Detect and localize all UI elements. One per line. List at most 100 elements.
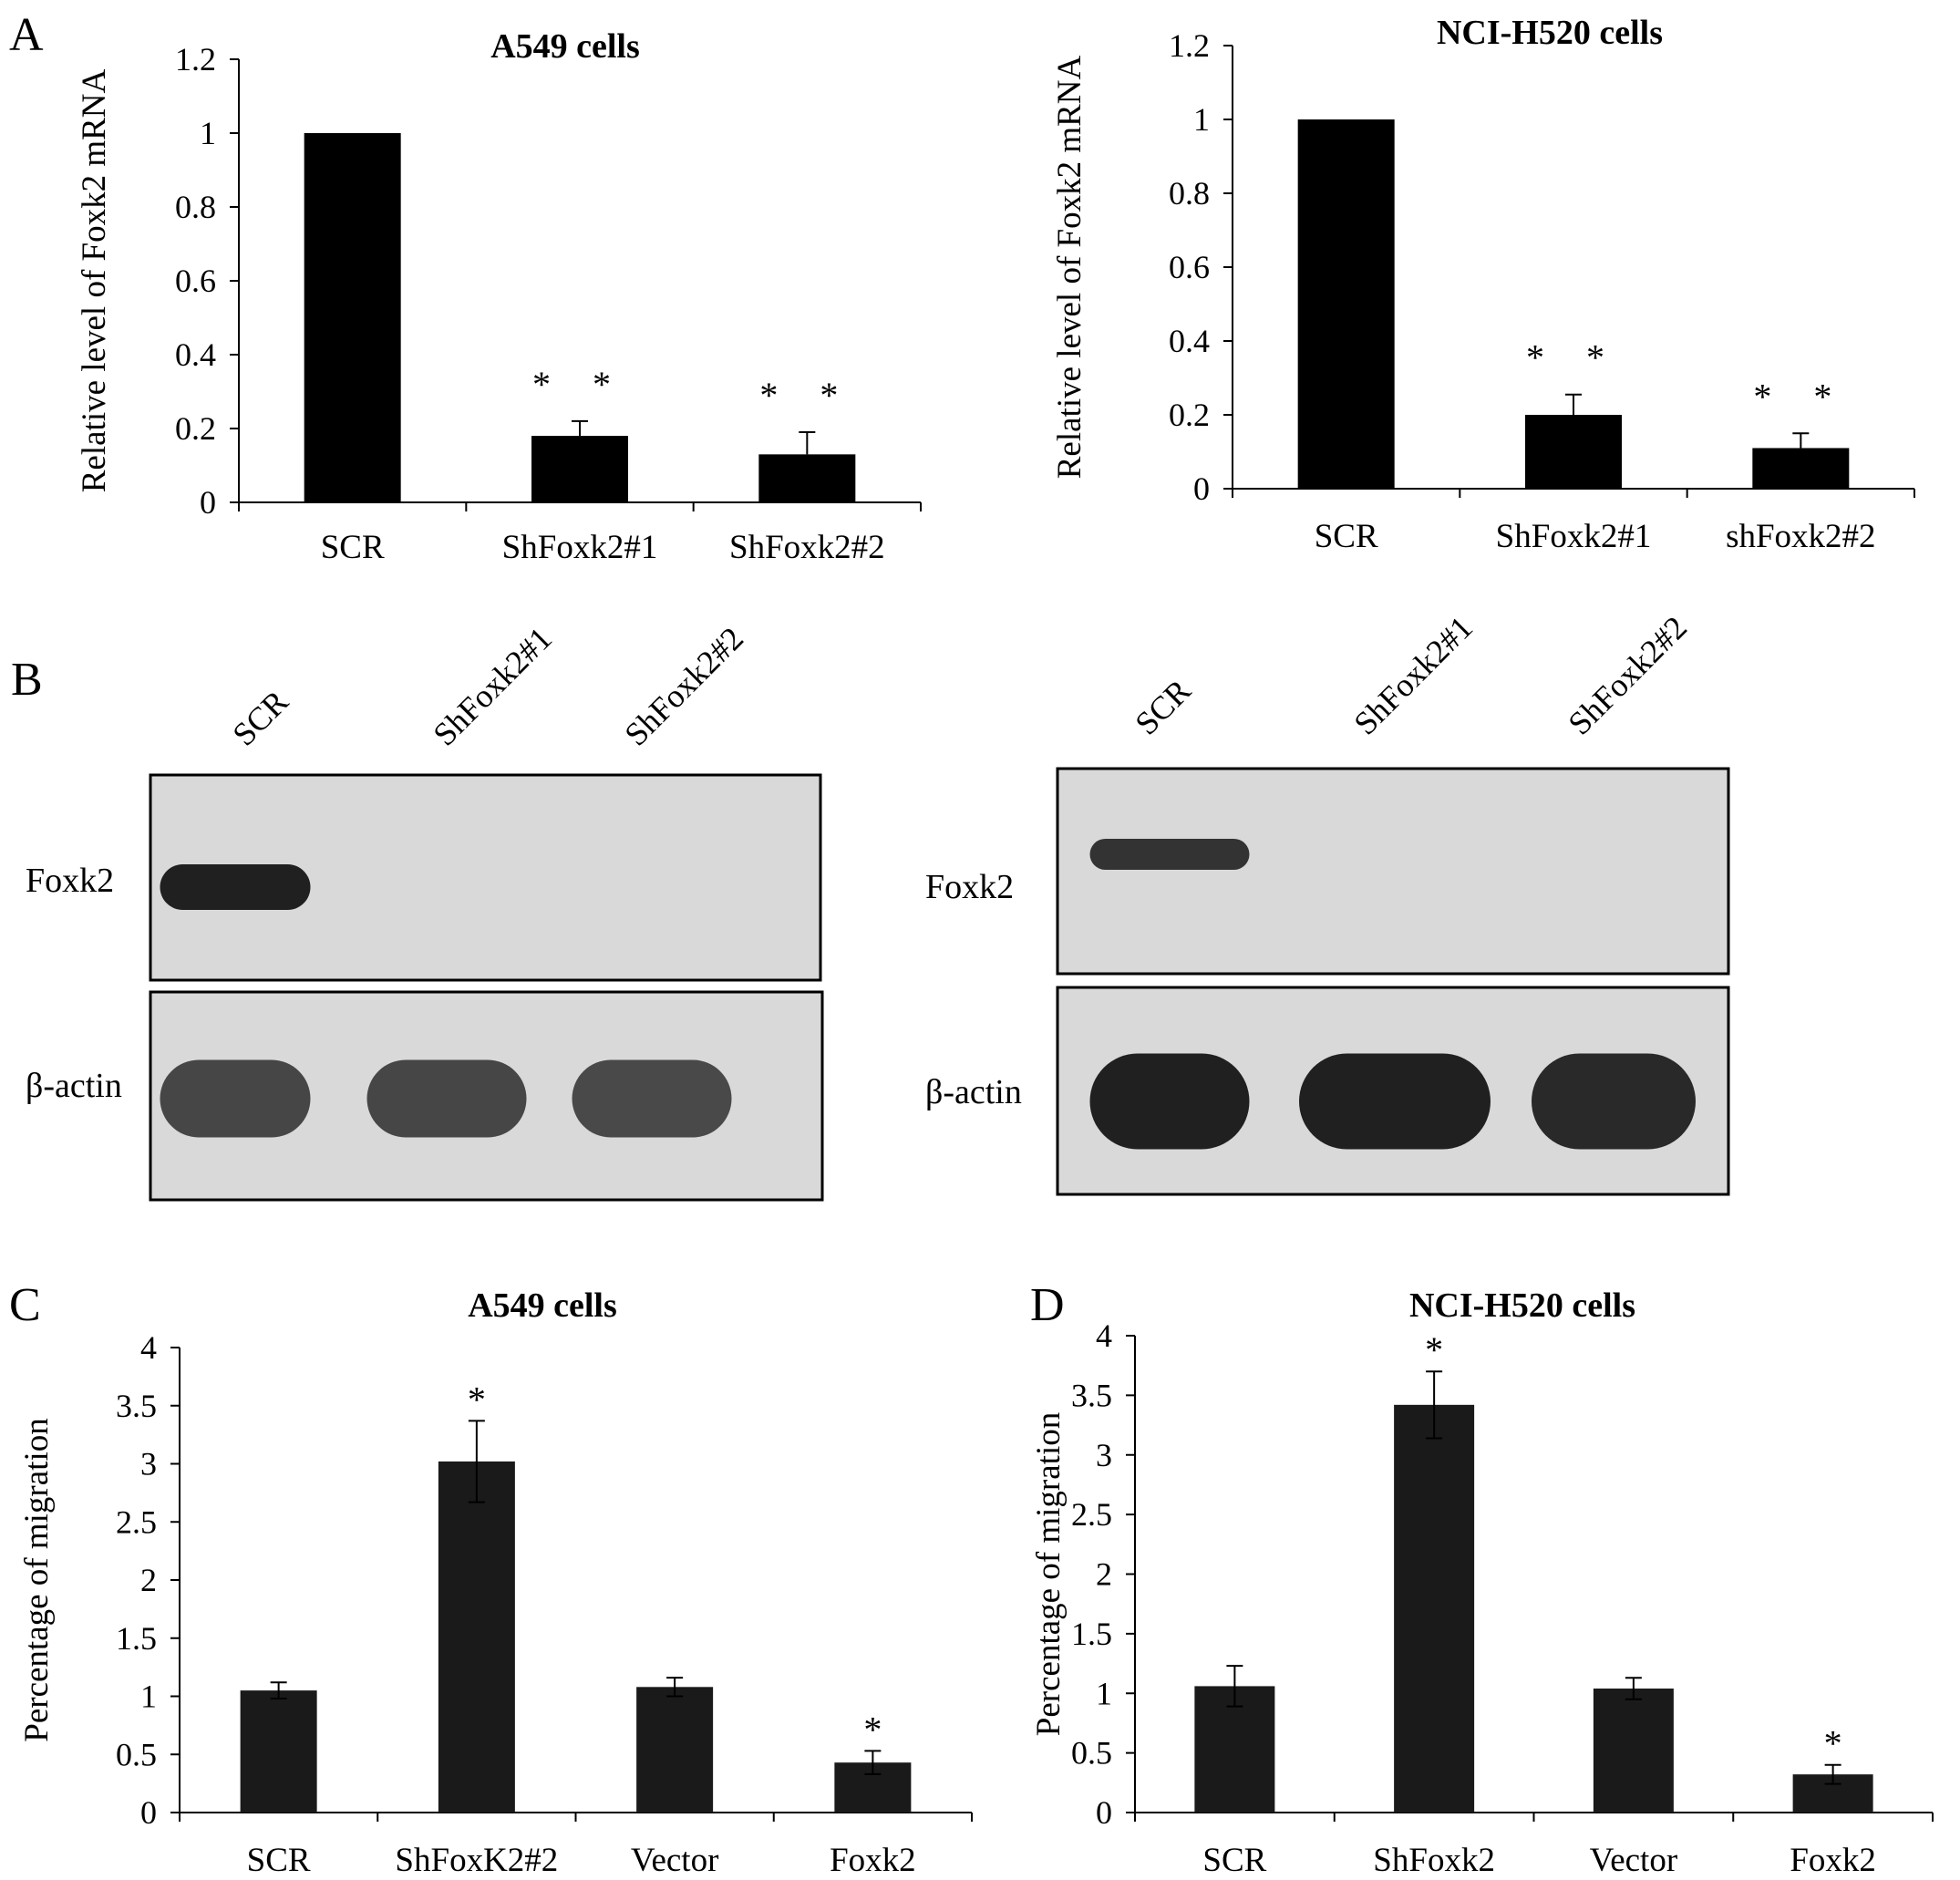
blot-row-label: β-actin <box>26 1067 122 1105</box>
y-tick-label: 3.5 <box>1071 1377 1112 1413</box>
y-tick-label: 1.2 <box>175 41 216 77</box>
lane-label: ShFoxk2#2 <box>617 620 750 753</box>
y-tick-label: 0.5 <box>1071 1735 1112 1772</box>
chart-a549-foxk2-mrna: A549 cells Relative level of Foxk2 mRNA 0 0… <box>76 27 922 566</box>
x-category-label: ShFoxk2#2 <box>729 529 885 566</box>
y-tick-label: 2.5 <box>1071 1496 1112 1533</box>
bar <box>438 1461 515 1813</box>
y-tick-label: 0.6 <box>175 263 216 299</box>
y-tick-label: 3 <box>1096 1437 1112 1473</box>
y-axis-label: Relative level of Foxk2 mRNA <box>1051 55 1088 479</box>
y-axis-label: Percentage of migration <box>1030 1412 1068 1736</box>
western-blot-a549: SCR ShFoxk2#1 ShFoxk2#2 Foxk2 β-actin <box>26 620 824 1202</box>
blot-band <box>1089 839 1250 870</box>
y-tick-label: 1.2 <box>1169 27 1210 64</box>
y-tick-label: 2.5 <box>116 1503 157 1540</box>
x-category-label: SCR <box>247 1842 311 1879</box>
y-tick-label: 4 <box>140 1329 157 1366</box>
significance-marker: * <box>1824 1723 1842 1764</box>
bar <box>1394 1404 1475 1813</box>
y-tick-label: 3 <box>140 1446 157 1482</box>
x-category-label: Foxk2 <box>1790 1842 1876 1879</box>
chart-title: A549 cells <box>468 1286 617 1325</box>
blot-row-label: Foxk2 <box>26 862 114 900</box>
y-tick-label: 2 <box>1096 1556 1112 1593</box>
panel-letter-c: C <box>9 1279 41 1331</box>
bar <box>1525 415 1622 489</box>
bar <box>636 1687 714 1813</box>
x-category-label: ShFoxk2#1 <box>502 529 658 566</box>
y-tick-label: 0 <box>140 1794 157 1831</box>
blot-band <box>1299 1053 1491 1150</box>
significance-marker: * <box>1425 1329 1443 1370</box>
x-category-label: Vector <box>1590 1842 1678 1879</box>
x-category-label: SCR <box>1202 1842 1266 1879</box>
lane-label: ShFoxk2#2 <box>1561 609 1694 742</box>
y-tick-label: 0 <box>1096 1794 1112 1831</box>
y-tick-label: 1 <box>140 1679 157 1715</box>
chart-title: NCI-H520 cells <box>1409 1286 1635 1325</box>
chart-h520-foxk2-mrna: NCI-H520 cells Relative level of Foxk2 mR… <box>1051 14 1915 555</box>
x-category-label: ShFoxK2#2 <box>395 1842 558 1879</box>
bar <box>1752 448 1850 489</box>
significance-marker: * * <box>1526 337 1621 378</box>
y-tick-label: 1 <box>1193 101 1210 138</box>
western-blot-h520: SCR ShFoxk2#1 ShFoxk2#2 Foxk2 β-actin <box>925 609 1730 1196</box>
bar <box>1593 1689 1674 1813</box>
y-tick-label: 0.2 <box>1169 397 1210 433</box>
y-tick-label: 0.5 <box>116 1736 157 1772</box>
y-tick-label: 0.8 <box>1169 175 1210 212</box>
panel-letter-d: D <box>1030 1279 1065 1331</box>
y-tick-label: 1.5 <box>116 1620 157 1657</box>
y-tick-label: 0 <box>200 484 216 521</box>
y-axis-label: Relative level of Foxk2 mRNA <box>76 68 113 492</box>
x-category-label: SCR <box>321 529 385 566</box>
x-category-label: shFoxk2#2 <box>1726 518 1875 555</box>
y-tick-label: 1 <box>1096 1675 1112 1711</box>
lane-label: ShFoxk2#1 <box>426 620 559 753</box>
panel-letter-a: A <box>9 9 44 61</box>
bar <box>1297 119 1395 489</box>
panel-letter-b: B <box>11 654 43 706</box>
blot-band <box>572 1059 732 1138</box>
chart-title: A549 cells <box>490 27 640 66</box>
blot-band <box>160 864 311 910</box>
chart-title: NCI-H520 cells <box>1437 14 1663 52</box>
significance-marker: * * <box>532 364 627 405</box>
bar <box>240 1690 317 1813</box>
lane-label: SCR <box>1128 672 1197 741</box>
y-tick-label: 0 <box>1193 470 1210 507</box>
x-category-label: ShFoxk2 <box>1373 1842 1495 1879</box>
blot-band <box>160 1059 311 1138</box>
blot-band <box>366 1059 527 1138</box>
y-tick-label: 0.2 <box>175 410 216 447</box>
significance-marker: * * <box>1753 376 1848 417</box>
blot-band <box>1089 1053 1250 1150</box>
bar <box>758 454 856 502</box>
y-tick-label: 0.4 <box>175 336 216 373</box>
y-tick-label: 1.5 <box>1071 1616 1112 1652</box>
y-axis-label: Percentage of migration <box>18 1418 56 1741</box>
blot-row-label: Foxk2 <box>925 868 1014 906</box>
x-category-label: Vector <box>631 1842 719 1879</box>
chart-h520-migration: NCI-H520 cells Percentage of migration 0 0.… <box>1030 1286 1934 1879</box>
chart-a549-migration: A549 cells Percentage of migration 0 0.5 1 1.… <box>18 1286 973 1879</box>
lane-label: ShFoxk2#1 <box>1346 609 1480 742</box>
y-tick-label: 3.5 <box>116 1388 157 1424</box>
y-tick-label: 0.8 <box>175 189 216 225</box>
x-category-label: SCR <box>1315 518 1378 555</box>
y-tick-label: 0.4 <box>1169 323 1210 359</box>
significance-marker: * * <box>759 375 854 416</box>
significance-marker: * <box>468 1379 486 1420</box>
y-tick-label: 2 <box>140 1562 157 1598</box>
bar <box>304 133 401 502</box>
x-category-label: ShFoxk2#1 <box>1496 518 1652 555</box>
y-tick-label: 0.6 <box>1169 249 1210 285</box>
blot-membrane <box>1056 767 1730 976</box>
lane-label: SCR <box>225 683 294 752</box>
blot-band <box>1532 1053 1696 1150</box>
significance-marker: * <box>863 1709 882 1750</box>
bar <box>531 436 628 502</box>
y-tick-label: 4 <box>1096 1317 1112 1354</box>
